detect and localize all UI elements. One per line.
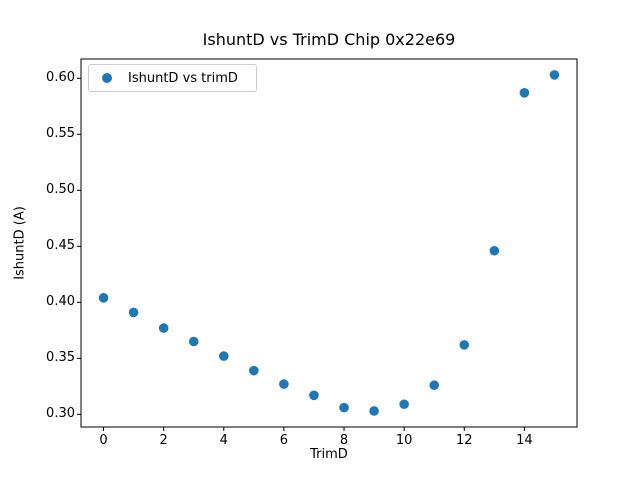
x-tick-label: 8	[339, 433, 349, 448]
y-axis-label: IshuntD (A)	[12, 206, 28, 280]
scatter-point	[339, 402, 349, 413]
x-tick-label: 12	[455, 433, 473, 448]
x-tick-label: 6	[279, 433, 289, 448]
legend-marker-dot-icon	[102, 73, 112, 83]
scatter-point	[399, 399, 409, 410]
x-tick-label: 14	[516, 433, 533, 448]
scatter-point	[369, 406, 379, 416]
scatter-point	[128, 307, 139, 318]
scatter-point	[429, 380, 440, 391]
legend-label: IshuntD vs trimD	[128, 70, 238, 86]
legend-box: IshuntD vs trimD	[88, 64, 257, 92]
x-tick-label: 2	[159, 433, 168, 448]
scatter-point	[519, 88, 530, 98]
scatter-point	[489, 245, 500, 256]
x-tick-label: 4	[219, 433, 228, 448]
y-tick-label: 0.40	[46, 294, 75, 310]
x-axis-label: TrimD	[310, 447, 348, 462]
scatter-point	[218, 351, 229, 361]
scatter-point	[279, 379, 289, 389]
scatter-point	[459, 340, 470, 350]
chart-title: IshuntD vs TrimD Chip 0x22e69	[202, 30, 456, 49]
scatter-point	[158, 323, 169, 333]
y-tick-label: 0.55	[46, 126, 75, 142]
scatter-point	[309, 390, 319, 401]
x-tick-label: 10	[395, 433, 413, 448]
scatter-point	[249, 365, 259, 376]
scatter-point	[98, 293, 109, 303]
scatter-point	[549, 70, 560, 80]
scatter-point	[188, 336, 199, 347]
axes-spines	[80, 58, 578, 428]
x-tick-label: 0	[99, 433, 108, 448]
y-tick-label: 0.30	[46, 406, 75, 422]
y-tick-label: 0.45	[46, 238, 75, 254]
y-tick-label: 0.35	[46, 350, 75, 366]
y-tick-label: 0.50	[46, 182, 75, 198]
y-tick-label: 0.60	[46, 70, 75, 86]
